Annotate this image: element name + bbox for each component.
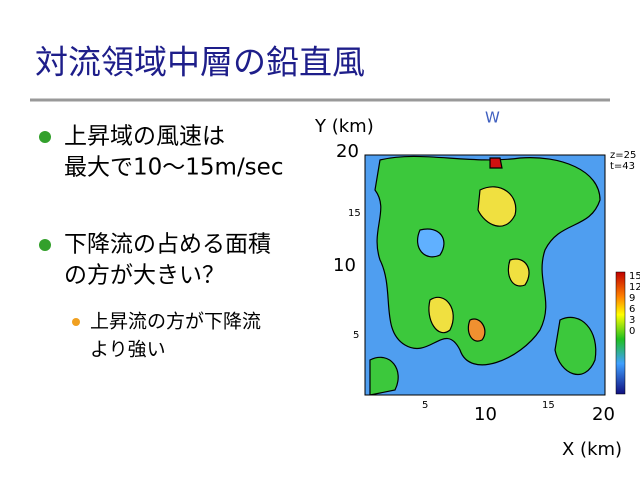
x-tick-label: 15 [542,400,555,411]
panel-label: W [485,109,500,127]
bullet-text: 最大で10～15m/sec [64,155,283,181]
y-tick-label: 20 [336,141,359,162]
title: 対流領域中層の鉛直風 [35,43,365,82]
colorbar-label: 9 [629,293,635,304]
bullet-text: の方が大きい？ [64,263,225,289]
sub-bullet-text: より強い [90,339,166,361]
sub-bullet-text: 上昇流の方が下降流 [90,311,261,333]
colorbar-label: 15 [629,271,640,282]
y-tick-label: 15 [348,208,361,219]
colorbar-label: 3 [629,315,635,326]
colorbar [615,271,626,395]
x-tick-label: 10 [474,404,497,425]
bullet-text: 上昇域の風速は [64,124,225,150]
bullet-text: 下降流の占める面積 [64,232,271,258]
bullet-dot [39,131,51,143]
y-tick-label: 10 [333,255,356,276]
info-text: t=43 [610,161,635,172]
x-tick-label: 20 [592,404,615,425]
colorbar-label: 0 [629,326,635,337]
sub-bullet-dot [72,318,80,326]
x-tick-label: 5 [422,400,428,411]
info-text: z=25 [610,150,636,161]
bullet-dot [39,239,51,251]
y-axis-label: Y (km) [314,116,374,137]
colorbar-label: 12 [629,282,640,293]
field-plot [364,154,606,396]
colorbar-label: 6 [629,304,635,315]
x-axis-label: X (km) [562,439,622,460]
y-tick-label: 5 [353,330,359,341]
